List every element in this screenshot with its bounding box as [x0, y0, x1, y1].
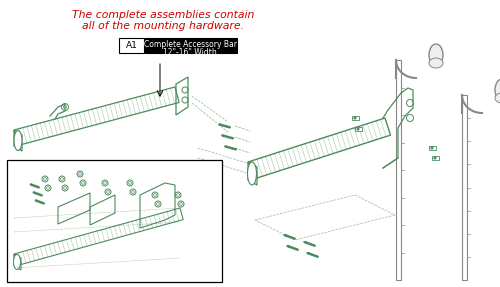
Circle shape [434, 157, 436, 159]
Ellipse shape [33, 192, 35, 193]
Ellipse shape [14, 131, 22, 150]
Ellipse shape [286, 245, 290, 247]
Ellipse shape [284, 234, 287, 236]
Ellipse shape [14, 255, 20, 269]
Ellipse shape [30, 184, 32, 185]
Ellipse shape [429, 58, 443, 68]
Bar [428, 146, 436, 150]
Bar [7, 160, 222, 282]
Polygon shape [462, 95, 467, 280]
Ellipse shape [224, 146, 228, 148]
Bar [352, 116, 358, 121]
Circle shape [354, 117, 356, 119]
Text: Complete Accessory Bar: Complete Accessory Bar [144, 40, 236, 49]
Text: A1: A1 [126, 42, 138, 51]
Ellipse shape [218, 124, 222, 126]
Text: all of the mounting hardware.: all of the mounting hardware. [82, 21, 244, 31]
Ellipse shape [429, 44, 443, 66]
Ellipse shape [222, 135, 225, 137]
Bar [354, 127, 362, 131]
Bar [145, 38, 237, 53]
Ellipse shape [304, 241, 307, 243]
Bar [432, 156, 438, 160]
Circle shape [356, 128, 360, 130]
Ellipse shape [248, 162, 256, 185]
Ellipse shape [35, 200, 37, 201]
Bar [119, 38, 144, 53]
Ellipse shape [306, 252, 310, 254]
Text: 12"-16" Width: 12"-16" Width [163, 48, 217, 57]
Ellipse shape [495, 79, 500, 101]
Text: The complete assemblies contain: The complete assemblies contain [72, 10, 254, 20]
Polygon shape [396, 60, 401, 280]
Ellipse shape [495, 93, 500, 103]
Circle shape [430, 147, 434, 149]
